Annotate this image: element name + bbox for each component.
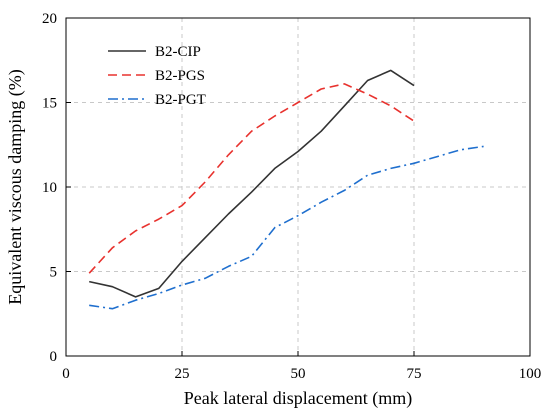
y-tick-label: 10 — [42, 180, 57, 196]
y-tick-label: 15 — [42, 96, 57, 112]
x-tick-label: 25 — [175, 366, 190, 382]
y-axis-title: Equivalent viscous damping (%) — [5, 69, 26, 304]
legend-label: B2-PGS — [155, 68, 205, 84]
y-tick-label: 5 — [50, 265, 58, 281]
x-tick-label: 75 — [407, 366, 422, 382]
y-tick-label: 20 — [42, 11, 57, 27]
series-line-b2-pgt — [89, 145, 484, 310]
x-tick-label: 0 — [62, 366, 70, 382]
grid-layer — [66, 18, 530, 356]
legend: B2-CIP B2-PGS B2-PGT — [108, 44, 206, 108]
legend-label: B2-PGT — [155, 92, 206, 108]
x-axis-title: Peak lateral displacement (mm) — [184, 388, 412, 409]
x-tick-label: 100 — [519, 366, 542, 382]
series-line-b2-cip — [89, 69, 415, 298]
series-layer — [88, 69, 484, 310]
y-tick-label: 0 — [50, 349, 58, 365]
series-line-b2-pgs — [88, 83, 415, 274]
legend-label: B2-CIP — [155, 44, 201, 60]
ticks-layer: 0 25 50 75 100 0 5 10 15 20 — [42, 11, 541, 382]
x-tick-label: 50 — [291, 366, 306, 382]
